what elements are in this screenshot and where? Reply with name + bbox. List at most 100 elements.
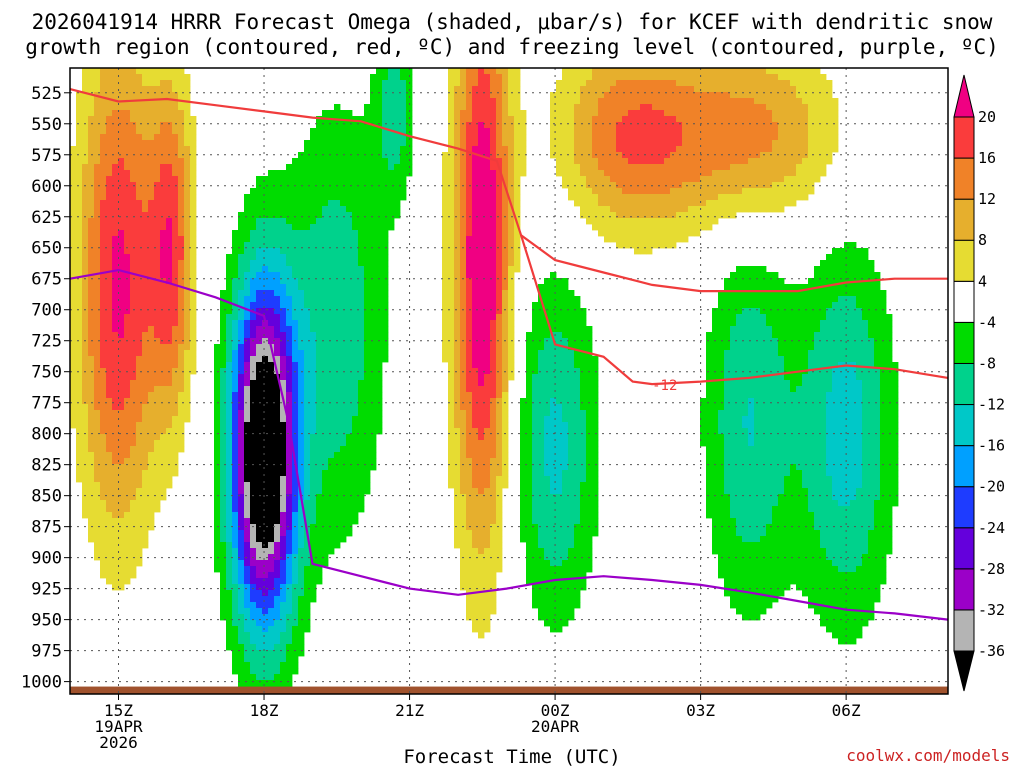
omega-cell <box>358 350 365 357</box>
omega-cell <box>514 260 521 267</box>
omega-cell <box>280 608 287 615</box>
omega-cell <box>478 170 485 177</box>
omega-cell <box>190 326 197 333</box>
omega-cell <box>124 278 131 285</box>
omega-cell <box>226 488 233 495</box>
omega-cell <box>220 548 227 555</box>
omega-cell <box>178 320 185 327</box>
omega-cell <box>76 248 83 255</box>
omega-cell <box>484 344 491 351</box>
omega-cell <box>220 440 227 447</box>
omega-cell <box>484 446 491 453</box>
omega-cell <box>466 176 473 183</box>
omega-cell <box>310 530 317 537</box>
omega-cell <box>280 194 287 201</box>
omega-cell <box>250 218 257 225</box>
omega-cell <box>256 290 263 297</box>
omega-cell <box>478 134 485 141</box>
omega-cell <box>352 392 359 399</box>
omega-cell <box>166 332 173 339</box>
omega-cell <box>70 290 77 297</box>
omega-cell <box>136 326 143 333</box>
omega-cell <box>484 92 491 99</box>
omega-cell <box>160 338 167 345</box>
omega-cell <box>268 548 275 555</box>
omega-cell <box>100 446 107 453</box>
omega-cell <box>106 518 113 525</box>
omega-cell <box>316 422 323 429</box>
omega-cell <box>460 182 467 189</box>
omega-cell <box>100 326 107 333</box>
omega-cell <box>364 476 371 483</box>
omega-cell <box>532 482 539 489</box>
omega-cell <box>76 194 83 201</box>
omega-cell <box>82 446 89 453</box>
omega-cell <box>472 560 479 567</box>
omega-cell <box>232 296 239 303</box>
omega-cell <box>226 602 233 609</box>
omega-cell <box>100 128 107 135</box>
omega-cell <box>268 572 275 579</box>
omega-cell <box>178 206 185 213</box>
omega-cell <box>286 656 293 663</box>
omega-cell <box>448 254 455 261</box>
omega-cell <box>250 368 257 375</box>
omega-cell <box>76 404 83 411</box>
omega-cell <box>532 494 539 501</box>
omega-cell <box>448 146 455 153</box>
omega-cell <box>220 326 227 333</box>
omega-cell <box>280 224 287 231</box>
omega-cell <box>316 476 323 483</box>
omega-cell <box>136 422 143 429</box>
omega-cell <box>364 170 371 177</box>
omega-cell <box>238 482 245 489</box>
omega-cell <box>118 566 125 573</box>
omega-cell <box>472 614 479 621</box>
omega-cell <box>232 560 239 567</box>
omega-cell <box>136 536 143 543</box>
omega-cell <box>106 332 113 339</box>
omega-cell <box>100 350 107 357</box>
omega-cell <box>472 428 479 435</box>
omega-cell <box>256 680 263 687</box>
omega-cell <box>334 254 341 261</box>
omega-cell <box>472 68 479 75</box>
omega-cell <box>490 224 497 231</box>
omega-cell <box>490 212 497 219</box>
omega-cell <box>442 242 449 249</box>
omega-cell <box>154 404 161 411</box>
omega-cell <box>112 152 119 159</box>
omega-cell <box>136 464 143 471</box>
omega-cell <box>160 86 167 93</box>
omega-cell <box>286 338 293 345</box>
omega-cell <box>112 572 119 579</box>
omega-cell <box>478 422 485 429</box>
omega-cell <box>124 482 131 489</box>
omega-cell <box>178 170 185 177</box>
omega-cell <box>238 230 245 237</box>
omega-cell <box>124 368 131 375</box>
omega-cell <box>352 380 359 387</box>
omega-cell <box>538 368 545 375</box>
omega-cell <box>232 398 239 405</box>
omega-cell <box>298 236 305 243</box>
omega-cell <box>514 86 521 93</box>
omega-cell <box>82 182 89 189</box>
omega-cell <box>226 416 233 423</box>
omega-cell <box>88 530 95 537</box>
omega-cell <box>352 116 359 123</box>
omega-cell <box>124 566 131 573</box>
omega-cell <box>484 620 491 627</box>
omega-cell <box>142 404 149 411</box>
omega-cell <box>370 74 377 81</box>
omega-cell <box>226 554 233 561</box>
omega-cell <box>154 134 161 141</box>
omega-cell <box>472 542 479 549</box>
omega-cell <box>382 266 389 273</box>
omega-cell <box>100 464 107 471</box>
omega-cell <box>76 338 83 345</box>
omega-cell <box>466 434 473 441</box>
omega-cell <box>274 602 281 609</box>
omega-cell <box>304 248 311 255</box>
omega-cell <box>472 314 479 321</box>
